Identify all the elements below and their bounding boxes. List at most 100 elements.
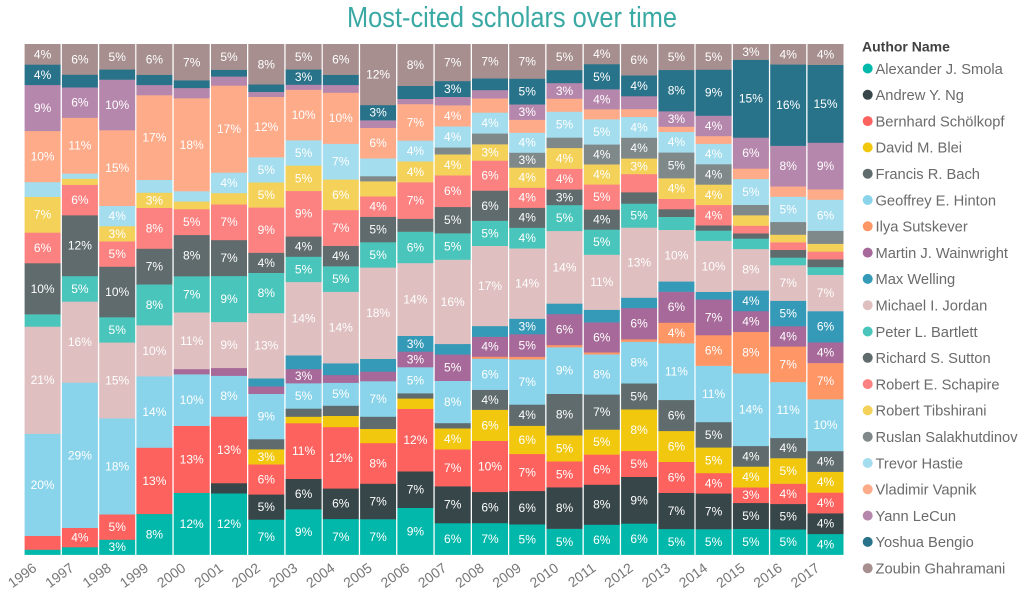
svg-text:14%: 14% [142, 405, 166, 419]
svg-text:7%: 7% [444, 461, 462, 475]
svg-text:4%: 4% [705, 119, 723, 133]
svg-text:10%: 10% [702, 259, 726, 273]
svg-text:4%: 4% [519, 211, 537, 225]
svg-text:3%: 3% [519, 153, 537, 167]
svg-text:Max Welling: Max Welling [876, 272, 956, 288]
svg-text:11%: 11% [702, 387, 725, 401]
svg-text:Alexander J. Smola: Alexander J. Smola [876, 62, 1004, 78]
svg-text:5%: 5% [444, 361, 462, 375]
svg-text:4%: 4% [668, 182, 686, 196]
svg-text:3%: 3% [295, 70, 313, 84]
svg-text:7%: 7% [817, 374, 835, 388]
svg-text:7%: 7% [34, 208, 52, 222]
svg-text:13%: 13% [180, 452, 204, 466]
svg-text:4%: 4% [780, 329, 798, 343]
svg-text:5%: 5% [556, 467, 574, 481]
svg-text:5%: 5% [519, 85, 537, 99]
svg-text:6%: 6% [481, 501, 499, 515]
svg-text:4%: 4% [519, 171, 537, 185]
svg-text:7%: 7% [519, 375, 537, 389]
svg-text:5%: 5% [780, 510, 798, 524]
svg-text:7%: 7% [780, 276, 798, 290]
svg-text:12%: 12% [180, 517, 204, 531]
svg-text:3%: 3% [369, 106, 387, 120]
svg-text:5%: 5% [705, 535, 723, 549]
svg-text:Francis R. Bach: Francis R. Bach [876, 167, 980, 183]
svg-text:4%: 4% [519, 231, 537, 245]
svg-text:5%: 5% [295, 146, 313, 160]
svg-text:9%: 9% [556, 364, 574, 378]
svg-text:8%: 8% [742, 263, 760, 277]
svg-text:5%: 5% [630, 389, 648, 403]
svg-text:8%: 8% [630, 423, 648, 437]
svg-text:6%: 6% [668, 409, 686, 423]
svg-text:5%: 5% [109, 50, 127, 64]
svg-text:5%: 5% [780, 535, 798, 549]
svg-text:13%: 13% [217, 443, 241, 457]
svg-text:4%: 4% [220, 176, 238, 190]
svg-text:8%: 8% [444, 395, 462, 409]
svg-text:4%: 4% [780, 441, 798, 455]
svg-text:4%: 4% [817, 517, 835, 531]
svg-text:Andrew Y. Ng: Andrew Y. Ng [876, 88, 964, 104]
svg-text:3%: 3% [407, 352, 425, 366]
svg-text:6%: 6% [444, 532, 462, 546]
svg-text:4%: 4% [817, 48, 835, 62]
svg-text:8%: 8% [183, 249, 201, 263]
svg-text:Martin J. Wainwright: Martin J. Wainwright [876, 246, 1009, 262]
svg-text:9%: 9% [407, 524, 425, 538]
svg-text:4%: 4% [481, 393, 499, 407]
svg-text:12%: 12% [254, 120, 278, 134]
svg-text:5%: 5% [556, 50, 574, 64]
svg-text:14%: 14% [329, 321, 353, 335]
svg-text:10%: 10% [478, 460, 502, 474]
svg-text:Author Name: Author Name [862, 39, 950, 55]
svg-text:5%: 5% [407, 373, 425, 387]
svg-text:8%: 8% [146, 221, 164, 235]
svg-text:5%: 5% [556, 441, 574, 455]
svg-text:20%: 20% [31, 478, 55, 492]
svg-text:6%: 6% [668, 470, 686, 484]
svg-text:4%: 4% [705, 167, 723, 181]
svg-text:5%: 5% [295, 262, 313, 276]
svg-text:8%: 8% [146, 298, 164, 312]
svg-text:5%: 5% [705, 50, 723, 64]
svg-text:3%: 3% [444, 82, 462, 96]
svg-text:4%: 4% [630, 141, 648, 155]
svg-text:4%: 4% [817, 475, 835, 489]
svg-text:4%: 4% [407, 144, 425, 158]
svg-text:6%: 6% [630, 53, 648, 67]
svg-text:12%: 12% [366, 68, 390, 82]
svg-text:Peter L. Bartlett: Peter L. Bartlett [876, 325, 978, 341]
svg-text:7%: 7% [407, 115, 425, 129]
svg-text:7%: 7% [519, 54, 537, 68]
svg-text:7%: 7% [183, 287, 201, 301]
svg-text:4%: 4% [71, 531, 89, 545]
svg-text:6%: 6% [71, 193, 89, 207]
svg-text:9%: 9% [220, 338, 238, 352]
svg-text:5%: 5% [593, 125, 611, 139]
svg-text:11%: 11% [777, 403, 800, 417]
svg-text:8%: 8% [630, 356, 648, 370]
svg-text:7%: 7% [519, 466, 537, 480]
svg-text:3%: 3% [481, 145, 499, 159]
svg-text:8%: 8% [556, 501, 574, 515]
svg-text:8%: 8% [742, 346, 760, 360]
svg-text:6%: 6% [444, 184, 462, 198]
svg-text:4%: 4% [668, 135, 686, 149]
svg-text:8%: 8% [780, 159, 798, 173]
svg-text:4%: 4% [593, 147, 611, 161]
svg-text:6%: 6% [630, 317, 648, 331]
svg-text:Richard S. Sutton: Richard S. Sutton [876, 351, 991, 367]
svg-text:5%: 5% [258, 188, 276, 202]
svg-text:Bernhard Schölkopf: Bernhard Schölkopf [876, 114, 1006, 130]
svg-text:4%: 4% [705, 476, 723, 490]
svg-text:6%: 6% [817, 208, 835, 222]
svg-text:4%: 4% [780, 47, 798, 61]
svg-text:5%: 5% [593, 235, 611, 249]
svg-text:5%: 5% [593, 70, 611, 84]
svg-text:7%: 7% [407, 483, 425, 497]
svg-text:10%: 10% [31, 282, 55, 296]
svg-text:5%: 5% [183, 215, 201, 229]
svg-text:6%: 6% [593, 533, 611, 547]
